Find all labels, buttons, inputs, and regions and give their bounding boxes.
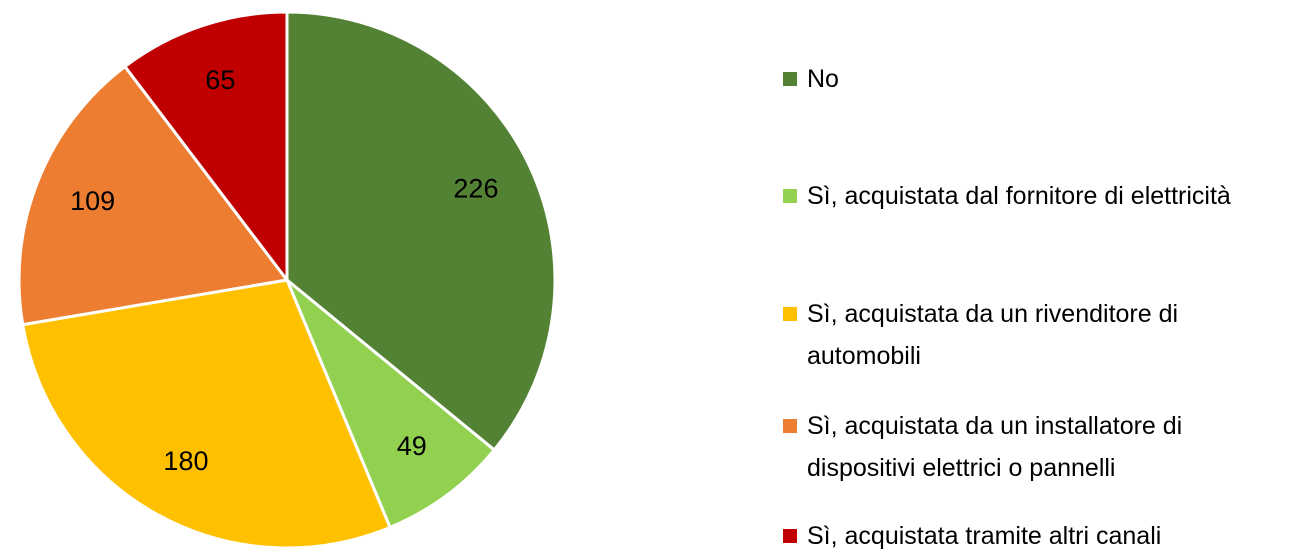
legend-swatch	[783, 529, 797, 543]
data-label: 226	[453, 174, 498, 204]
legend-swatch	[783, 419, 797, 433]
chart: 226 49 180 109 65	[17, 10, 557, 549]
legend-entry: No	[783, 58, 1288, 100]
data-label: 49	[397, 431, 427, 461]
data-label: 180	[163, 446, 208, 476]
legend-swatch	[783, 189, 797, 203]
pie-slice	[285, 278, 497, 530]
data-label: 109	[70, 186, 115, 216]
legend-label: No	[807, 65, 839, 93]
pie-slice	[285, 10, 557, 453]
legend-label: Sì, acquistata dal fornitore di elettric…	[807, 182, 1231, 210]
legend-label: Sì, acquistata da un rivenditore di auto…	[807, 300, 1179, 370]
legend-swatch	[783, 72, 797, 86]
legend-label: Sì, acquistata tramite altri canali	[807, 522, 1162, 550]
data-label: 65	[205, 65, 235, 95]
legend-entry: Sì, acquistata dal fornitore di elettric…	[783, 175, 1288, 217]
pie-slice	[21, 278, 392, 549]
pie-slice	[17, 64, 290, 327]
legend-label: Sì, acquistata da un installatore di dis…	[807, 412, 1183, 482]
legend-entry: Sì, acquistata da un rivenditore di auto…	[783, 293, 1288, 377]
pie-slice	[122, 10, 289, 285]
legend-swatch	[783, 307, 797, 321]
legend-entry: Sì, acquistata da un installatore di dis…	[783, 405, 1288, 489]
legend-entry: Sì, acquistata tramite altri canali	[783, 515, 1288, 557]
